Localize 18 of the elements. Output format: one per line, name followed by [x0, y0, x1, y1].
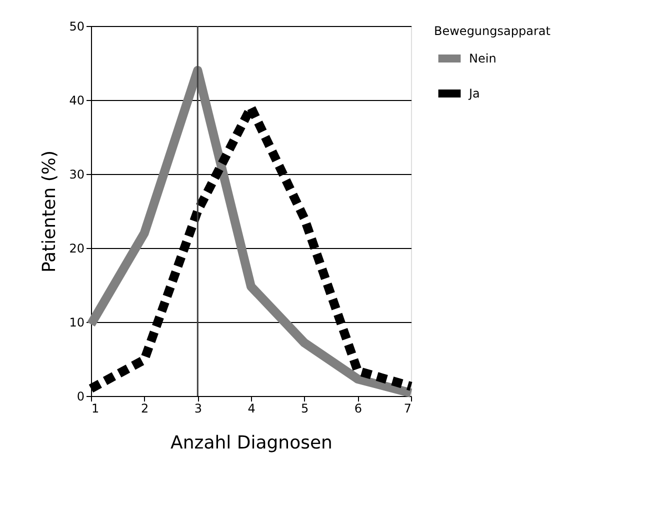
x-tick-label: 2: [141, 402, 149, 416]
y-tick-label: 40: [69, 94, 84, 108]
x-tick-label: 6: [354, 402, 362, 416]
legend-label: Nein: [469, 52, 496, 66]
y-axis-title: Patienten (%): [39, 150, 60, 273]
x-axis-title: Anzahl Diagnosen: [170, 432, 332, 454]
y-tick-label: 0: [76, 390, 84, 404]
x-tick-label: 1: [92, 402, 100, 416]
x-tick-label: 3: [194, 402, 202, 416]
y-tick-label: 10: [69, 316, 84, 330]
legend-title: Bewegungsapparat: [434, 24, 551, 38]
legend-label: Ja: [468, 86, 480, 100]
x-tick-label: 7: [404, 402, 412, 416]
y-tick-label: 50: [69, 20, 84, 34]
x-tick-label: 5: [301, 402, 309, 416]
y-tick-label: 30: [69, 168, 84, 182]
y-tick-label: 20: [69, 242, 84, 256]
x-tick-label: 4: [248, 402, 256, 416]
